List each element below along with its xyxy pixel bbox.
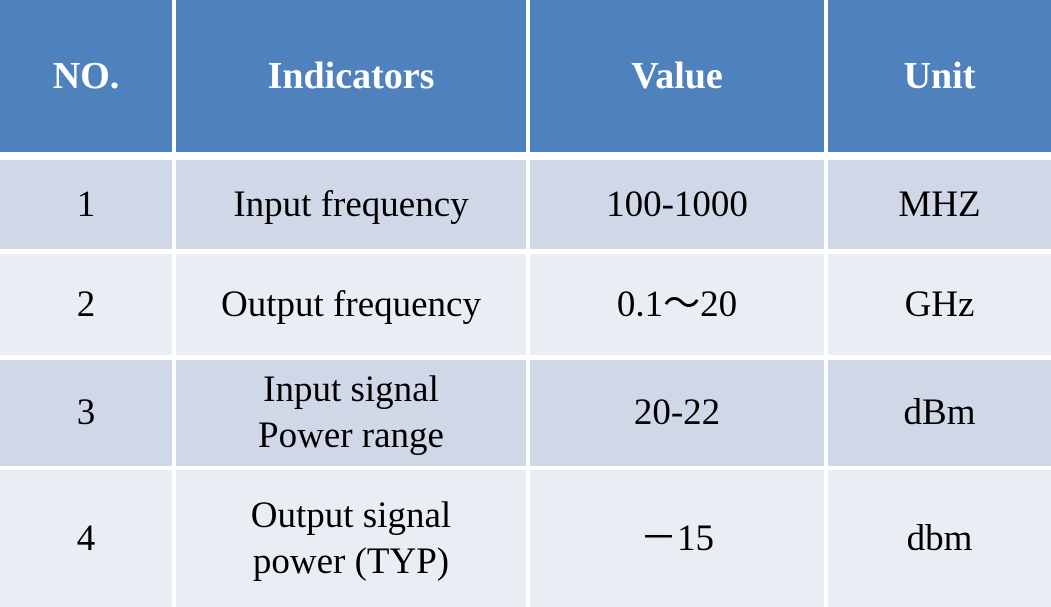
header-divider	[0, 152, 1051, 160]
header-value: Value	[530, 0, 824, 152]
row-no: 4	[0, 470, 172, 607]
row-no: 3	[0, 360, 172, 466]
indicator-line: power (TYP)	[252, 540, 450, 582]
indicator-line: Input signal	[263, 369, 439, 410]
row-value: 0.1～20	[530, 254, 824, 355]
indicator-line: Power range	[258, 415, 444, 456]
table-row: 2 Output frequency 0.1～20 GHz	[0, 254, 1051, 355]
header-unit: Unit	[828, 0, 1051, 152]
row-indicator: Input frequency	[176, 160, 526, 249]
row-unit: dBm	[828, 360, 1051, 466]
indicator-line: Output frequency	[221, 283, 481, 325]
row-indicator: Input signal Power range	[176, 360, 526, 466]
row-unit: dbm	[828, 470, 1051, 607]
row-no: 1	[0, 160, 172, 249]
header-no: NO.	[0, 0, 172, 152]
row-unit: GHz	[828, 254, 1051, 355]
row-no: 2	[0, 254, 172, 355]
indicator-line: Output signal	[250, 494, 452, 536]
table-row: 1 Input frequency 100-1000 MHZ	[0, 160, 1051, 249]
indicator-line: Input frequency	[233, 183, 469, 225]
row-unit: MHZ	[828, 160, 1051, 249]
table-row: 3 Input signal Power range 20-22 dBm	[0, 360, 1051, 466]
header-indicators: Indicators	[176, 0, 526, 152]
table-row: 4 Output signal power (TYP) －15 dbm	[0, 470, 1051, 607]
row-value: －15	[530, 470, 824, 607]
row-value: 100-1000	[530, 160, 824, 249]
row-value: 20-22	[530, 360, 824, 466]
row-indicator: Output signal power (TYP)	[176, 470, 526, 607]
table-header-row: NO. Indicators Value Unit	[0, 0, 1051, 152]
row-indicator: Output frequency	[176, 254, 526, 355]
